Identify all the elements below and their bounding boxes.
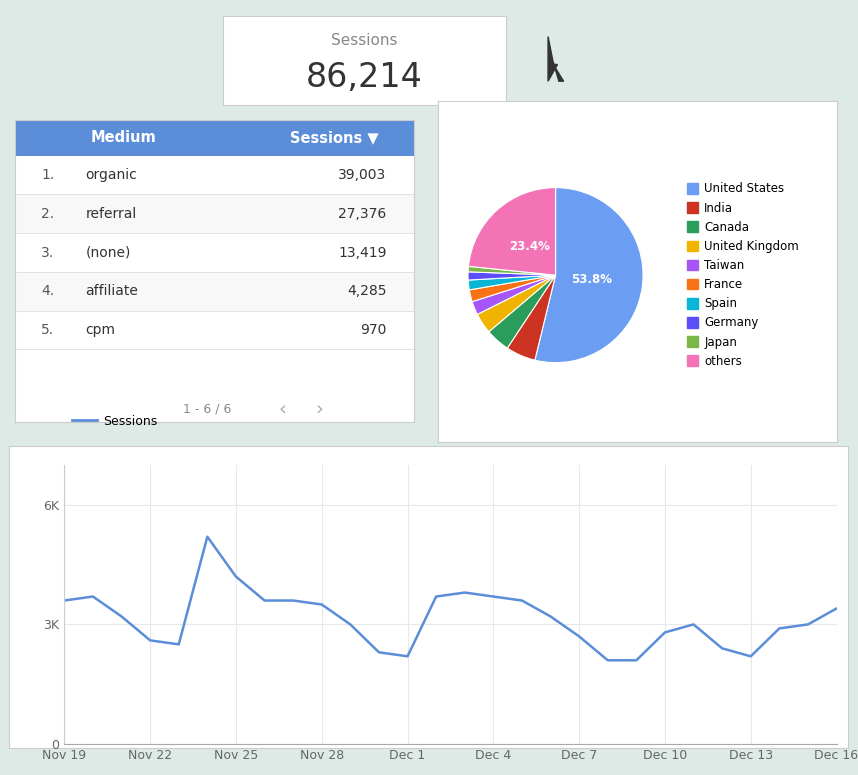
Polygon shape [548,36,564,81]
Text: (none): (none) [85,246,130,260]
Text: 4.: 4. [41,284,55,298]
Wedge shape [468,272,556,280]
Text: 1.: 1. [41,168,55,182]
Bar [15,195,414,233]
Bar [15,120,414,156]
Text: 3.: 3. [41,246,55,260]
Text: 53.8%: 53.8% [571,273,613,286]
Text: 5.: 5. [41,323,55,337]
Text: 1 - 6 / 6: 1 - 6 / 6 [183,402,231,415]
Text: 23.4%: 23.4% [510,240,550,253]
Text: affiliate: affiliate [85,284,138,298]
Wedge shape [469,275,556,301]
Text: ›: › [315,399,323,418]
Wedge shape [507,275,556,360]
Wedge shape [472,275,556,315]
Wedge shape [468,267,556,275]
Text: 4,285: 4,285 [347,284,386,298]
Text: 39,003: 39,003 [338,168,386,182]
Wedge shape [489,275,556,348]
Wedge shape [468,275,556,290]
Legend: United States, India, Canada, United Kingdom, Taiwan, France, Spain, Germany, Ja: United States, India, Canada, United Kin… [682,177,804,373]
Wedge shape [477,275,556,332]
Bar [15,311,414,350]
Text: 27,376: 27,376 [338,207,386,221]
Text: 13,419: 13,419 [338,246,386,260]
Wedge shape [535,188,643,363]
Text: Sessions ▼: Sessions ▼ [290,130,379,146]
Legend: Sessions: Sessions [67,410,162,433]
Bar [15,233,414,272]
Text: Medium: Medium [90,130,156,146]
Bar [15,272,414,311]
Text: cpm: cpm [85,323,115,337]
Wedge shape [468,188,556,275]
Text: referral: referral [85,207,136,221]
Text: organic: organic [85,168,137,182]
Text: Sessions: Sessions [331,33,398,48]
Text: ‹: ‹ [279,399,287,418]
Bar [15,156,414,195]
Text: 2.: 2. [41,207,55,221]
Text: 86,214: 86,214 [306,61,423,95]
Text: 970: 970 [360,323,386,337]
